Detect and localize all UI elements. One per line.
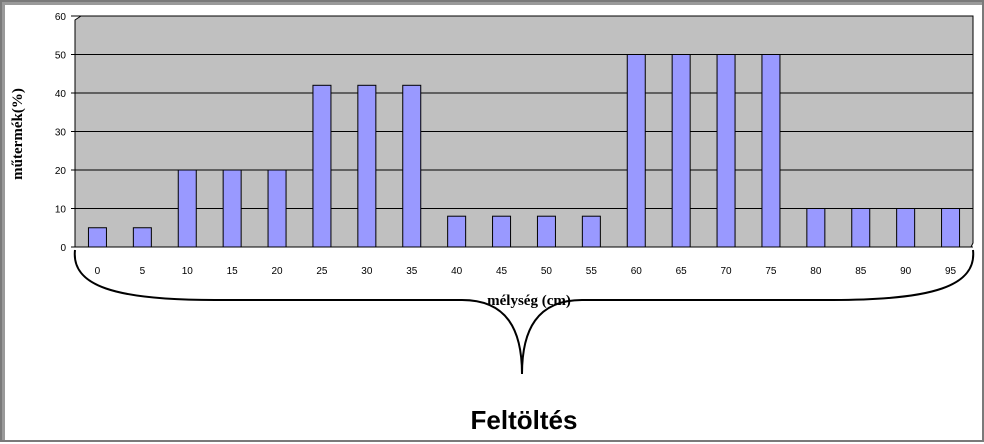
y-axis-title: műtermék(%) [10,88,26,180]
axes [71,15,973,248]
y-tick-label: 50 [55,51,67,62]
bar-80 [806,208,826,248]
x-tick-label: 5 [140,266,146,277]
bar-25 [312,84,332,248]
y-tick-label: 10 [55,205,67,216]
x-axis-title: mélység (cm) [487,293,571,309]
bar-65 [671,54,691,248]
x-tick-label: 95 [945,266,957,277]
x-tick-label: 35 [406,266,418,277]
bar-40 [447,215,467,248]
y-tick-label: 0 [60,243,66,254]
x-tick-label: 75 [765,266,777,277]
bar-90 [896,208,916,248]
bar-45 [492,215,512,248]
y-tick-label: 30 [55,128,67,139]
x-tick-label: 25 [316,266,328,277]
x-tick-label: 65 [676,266,688,277]
bar-85 [851,208,871,248]
x-tick-label: 10 [182,266,194,277]
caption: Feltöltés [471,405,578,435]
bar-0 [87,227,107,248]
y-tick-labels: 0 10 20 30 40 50 60 [55,12,67,254]
x-tick-label: 85 [855,266,867,277]
x-tick-label: 60 [631,266,643,277]
x-tick-label: 40 [451,266,463,277]
bar-5 [132,227,152,248]
x-tick-label: 80 [810,266,822,277]
x-tick-labels: 0 5 10 15 20 25 30 35 40 45 50 55 60 65 70 75 80 85 90 95 [95,266,957,277]
bar-15 [222,169,242,248]
bar-20 [267,169,287,248]
curly-brace [73,249,975,375]
bar-10 [177,169,197,248]
x-tick-label: 0 [95,266,101,277]
bar-95 [941,208,961,248]
x-tick-label: 45 [496,266,508,277]
bar-30 [357,84,377,248]
y-tick-label: 60 [55,12,67,23]
bar-55 [581,215,601,248]
x-tick-label: 15 [227,266,239,277]
y-tick-label: 20 [55,166,67,177]
x-tick-label: 30 [361,266,373,277]
x-tick-label: 90 [900,266,912,277]
bar-70 [716,54,736,248]
y-tick-label: 40 [55,89,67,100]
bar-75 [761,54,781,248]
x-tick-label: 20 [271,266,283,277]
x-tick-label: 70 [720,266,732,277]
bar-60 [626,54,646,248]
bar-35 [402,84,422,248]
bar-50 [536,215,556,248]
x-tick-label: 55 [586,266,598,277]
x-tick-label: 50 [541,266,553,277]
bars [87,54,961,248]
